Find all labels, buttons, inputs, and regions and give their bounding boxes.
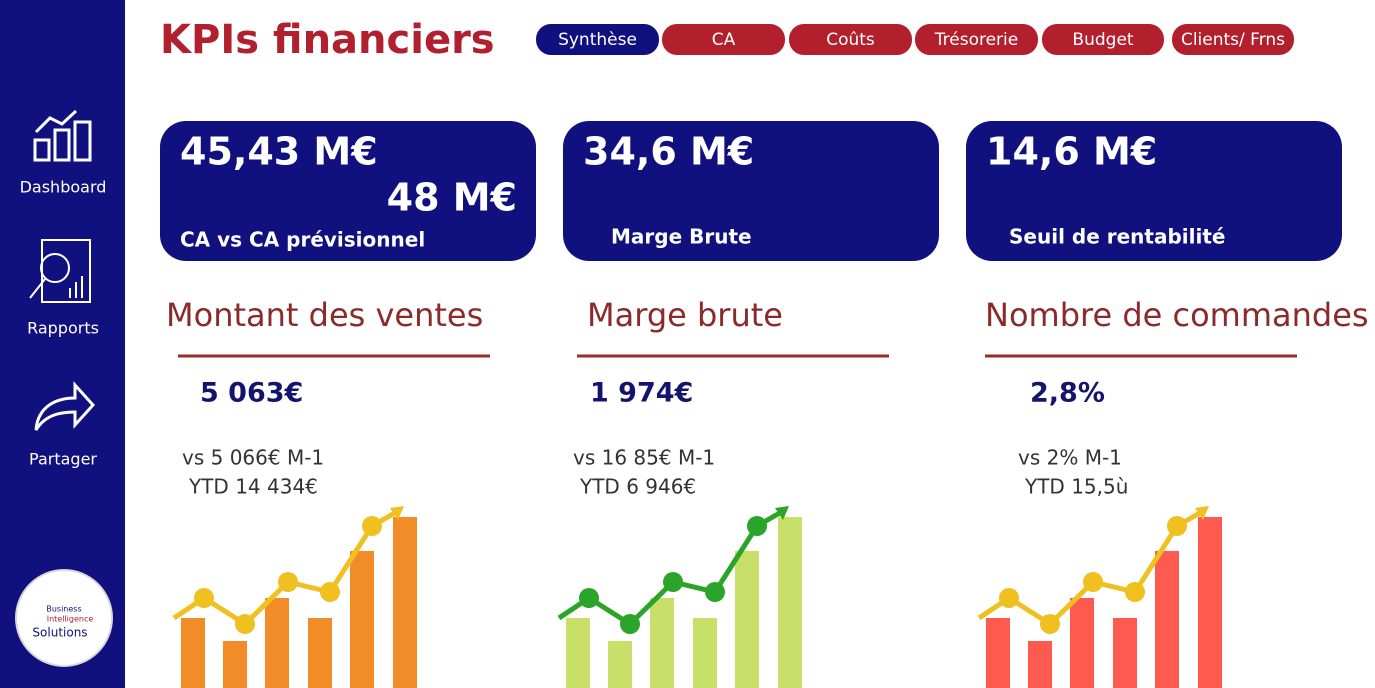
tab-button[interactable]: [662, 24, 785, 55]
panel-comparison: vs 16 85€ M-1: [573, 446, 715, 470]
decor-bar: [986, 618, 1010, 688]
decor-bar: [778, 517, 802, 688]
panel-title: Montant des ventes: [166, 296, 483, 334]
tab-label[interactable]: Synthèse: [558, 30, 637, 50]
sidebar-label[interactable]: Partager: [29, 450, 97, 469]
decor-dot: [320, 582, 340, 602]
panel-ytd: YTD 15,5ù: [1024, 475, 1128, 499]
decor-dot: [1083, 572, 1103, 592]
decor-dot: [362, 516, 382, 536]
tab-button[interactable]: [789, 24, 912, 55]
decor-bar: [608, 641, 632, 688]
panel-value: 1 974€: [590, 378, 693, 409]
decor-dot: [663, 572, 683, 592]
decor-arrow: [1195, 506, 1209, 520]
kpi-label: Marge Brute: [611, 225, 752, 249]
tab-button[interactable]: [915, 24, 1038, 55]
decor-dot: [705, 582, 725, 602]
panel-comparison: vs 5 066€ M-1: [182, 446, 324, 470]
tab-button[interactable]: [536, 24, 659, 55]
kpi-label: CA vs CA prévisionnel: [180, 228, 425, 252]
kpi-card: [966, 121, 1342, 261]
tab-label[interactable]: CA: [712, 30, 736, 50]
decor-bar: [350, 551, 374, 688]
share-icon: [34, 381, 96, 431]
logo: [15, 569, 113, 667]
decor-bar: [393, 517, 417, 688]
decor-arrow: [390, 506, 404, 520]
decor-bar: [566, 618, 590, 688]
kpi-label: Seuil de rentabilité: [1009, 225, 1225, 249]
tab-label[interactable]: Trésorerie: [934, 30, 1018, 50]
panel-title: Marge brute: [587, 296, 783, 334]
kpi-value: 14,6 M€: [986, 130, 1157, 174]
decor-dot: [999, 588, 1019, 608]
decor-dot: [235, 614, 255, 634]
decor-bar: [1028, 641, 1052, 688]
tab-label[interactable]: Budget: [1072, 30, 1133, 50]
decor-dot: [1125, 582, 1145, 602]
decor-bar: [223, 641, 247, 688]
reports-icon: [29, 239, 91, 303]
panel-value: 5 063€: [200, 378, 303, 409]
panel-value: 2,8%: [1030, 378, 1105, 409]
logo-text: Solutions: [32, 626, 87, 640]
tab-button[interactable]: [1172, 24, 1294, 55]
panel-comparison: vs 2% M-1: [1018, 446, 1122, 470]
decor-dot: [747, 516, 767, 536]
decor-bar: [735, 551, 759, 688]
tab-label[interactable]: Coûts: [826, 30, 875, 50]
decor-bar: [308, 618, 332, 688]
logo-text: Business: [46, 605, 81, 614]
sidebar-label[interactable]: Dashboard: [20, 178, 107, 197]
tab-button[interactable]: [1042, 24, 1164, 55]
page-title: KPIs financiers: [160, 17, 495, 63]
decor-bar: [1113, 618, 1137, 688]
panel-ytd: YTD 6 946€: [579, 475, 696, 499]
tab-label[interactable]: Clients/ Frns: [1181, 30, 1285, 50]
kpi-card: [160, 121, 536, 261]
decor-bar: [693, 618, 717, 688]
logo-text: Intelligence: [47, 615, 94, 624]
decor-dot: [278, 572, 298, 592]
decor-dot: [194, 588, 214, 608]
panel-ytd: YTD 14 434€: [188, 475, 318, 499]
dashboard-icon: [33, 109, 92, 162]
kpi-target: 48 M€: [387, 176, 517, 220]
panel-title: Nombre de commandes: [985, 296, 1369, 334]
decor-dot: [1167, 516, 1187, 536]
decor-dot: [579, 588, 599, 608]
sidebar-label[interactable]: Rapports: [27, 319, 99, 338]
decor-bar: [1155, 551, 1179, 688]
kpi-value: 45,43 M€: [180, 130, 378, 174]
kpi-value: 34,6 M€: [583, 130, 754, 174]
decor-bar: [1070, 598, 1094, 688]
decor-dot: [1040, 614, 1060, 634]
decor-arrow: [775, 506, 789, 520]
decor-bar: [650, 598, 674, 688]
decor-bar: [1198, 517, 1222, 688]
decor-dot: [620, 614, 640, 634]
kpi-card: [563, 121, 939, 261]
decor-bar: [181, 618, 205, 688]
decor-bar: [265, 598, 289, 688]
